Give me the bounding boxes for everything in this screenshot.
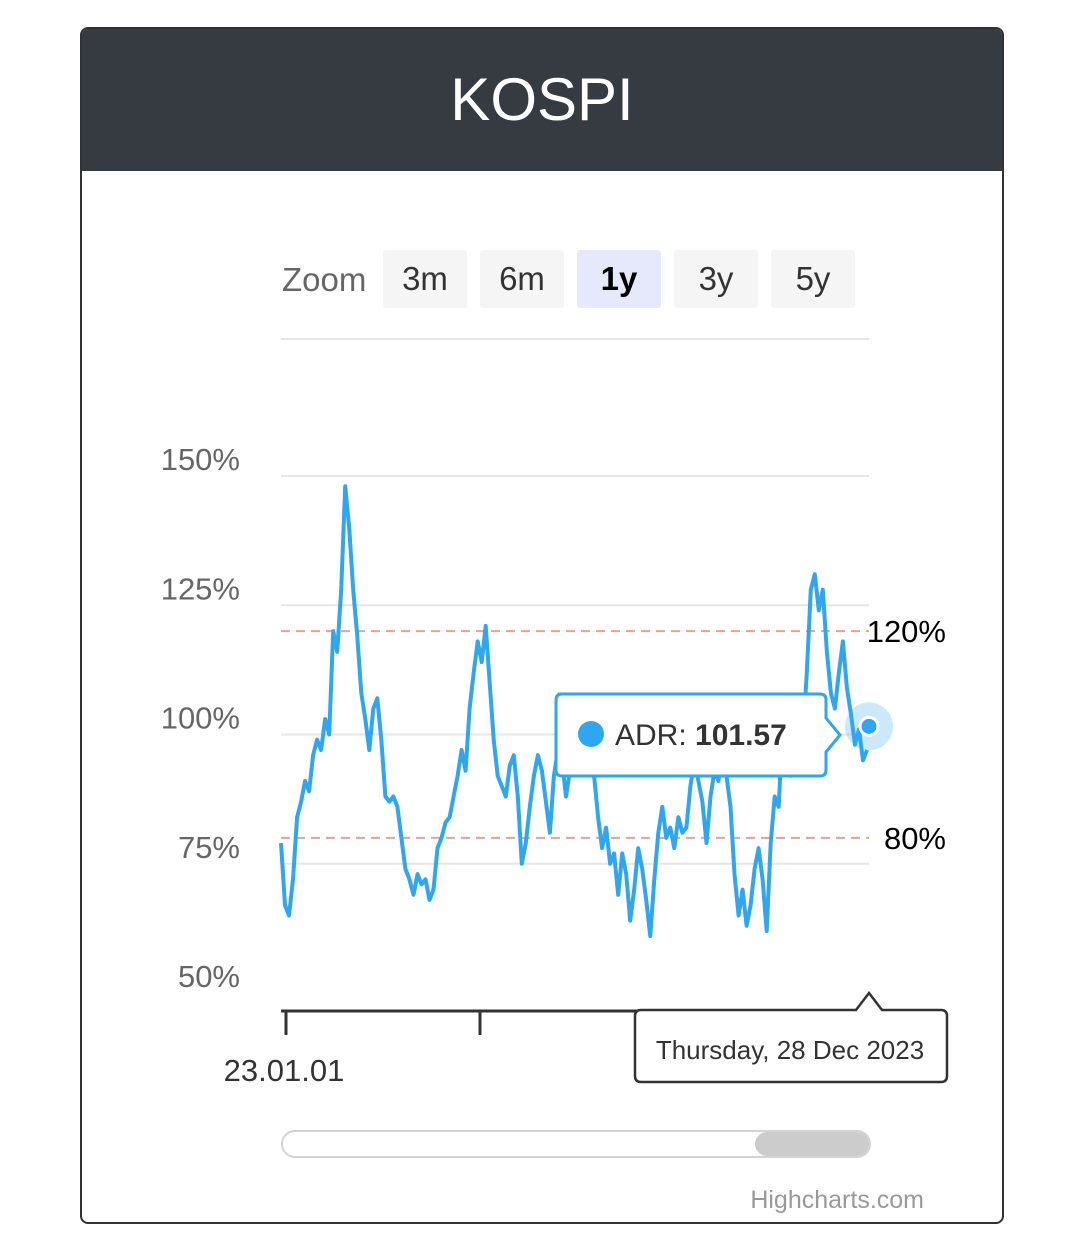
y-tick-label: 100% [161,701,240,736]
scrollbar-thumb[interactable] [755,1132,869,1156]
zoom-button-6m[interactable]: 6m [480,250,564,308]
chart-title: KOSPI [450,66,634,133]
date-label: Thursday, 28 Dec 2023 [633,990,949,1084]
zoom-button-3y[interactable]: 3y [674,250,758,308]
plot-line-label: 80% [884,821,946,856]
tooltip-box [554,692,842,778]
zoom-button-5y[interactable]: 5y [771,250,855,308]
tooltip-text: ADR: 101.57 [615,719,787,752]
date-label-text: Thursday, 28 Dec 2023 [656,1035,924,1065]
y-tick-label: 125% [161,571,240,606]
zoom-button-3m[interactable]: 3m [383,250,467,308]
y-tick-label: 150% [161,442,240,477]
zoom-label: Zoom [282,261,367,298]
tooltip: ADR: 101.57 [554,692,842,778]
tooltip-series-name: ADR [615,719,678,752]
x-tick-label-start: 23.01.01 [224,1053,345,1088]
tooltip-value: 101.57 [695,719,787,752]
zoom-button-1y[interactable]: 1y [577,250,661,308]
plot-lines: 120% 80% [281,614,946,856]
hover-point-marker[interactable] [858,715,880,737]
tooltip-separator: : [678,719,695,752]
y-tick-label: 50% [178,959,240,994]
grid-lines [281,475,869,865]
credits-link[interactable]: Highcharts.com [750,1186,924,1214]
card-header: KOSPI [82,29,1002,171]
tooltip-series-marker [578,721,604,747]
y-tick-label: 75% [178,830,240,865]
date-label-box [633,990,949,1084]
chart-card: KOSPI Zoom 3m 6m 1y 3y 5y Highcharts.com [80,27,1004,1224]
plot-line-label: 120% [867,614,946,649]
y-axis-labels: 50% 75% 100% 125% 150% [161,442,240,994]
navigator-scrollbar[interactable] [281,1130,871,1158]
